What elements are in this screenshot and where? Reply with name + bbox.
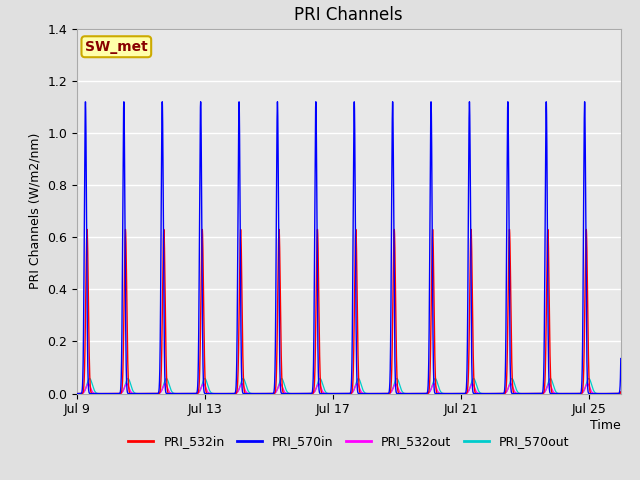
X-axis label: Time: Time	[590, 419, 621, 432]
Title: PRI Channels: PRI Channels	[294, 6, 403, 24]
Text: SW_met: SW_met	[85, 40, 148, 54]
Legend: PRI_532in, PRI_570in, PRI_532out, PRI_570out: PRI_532in, PRI_570in, PRI_532out, PRI_57…	[124, 430, 574, 453]
Y-axis label: PRI Channels (W/m2/nm): PRI Channels (W/m2/nm)	[29, 133, 42, 289]
